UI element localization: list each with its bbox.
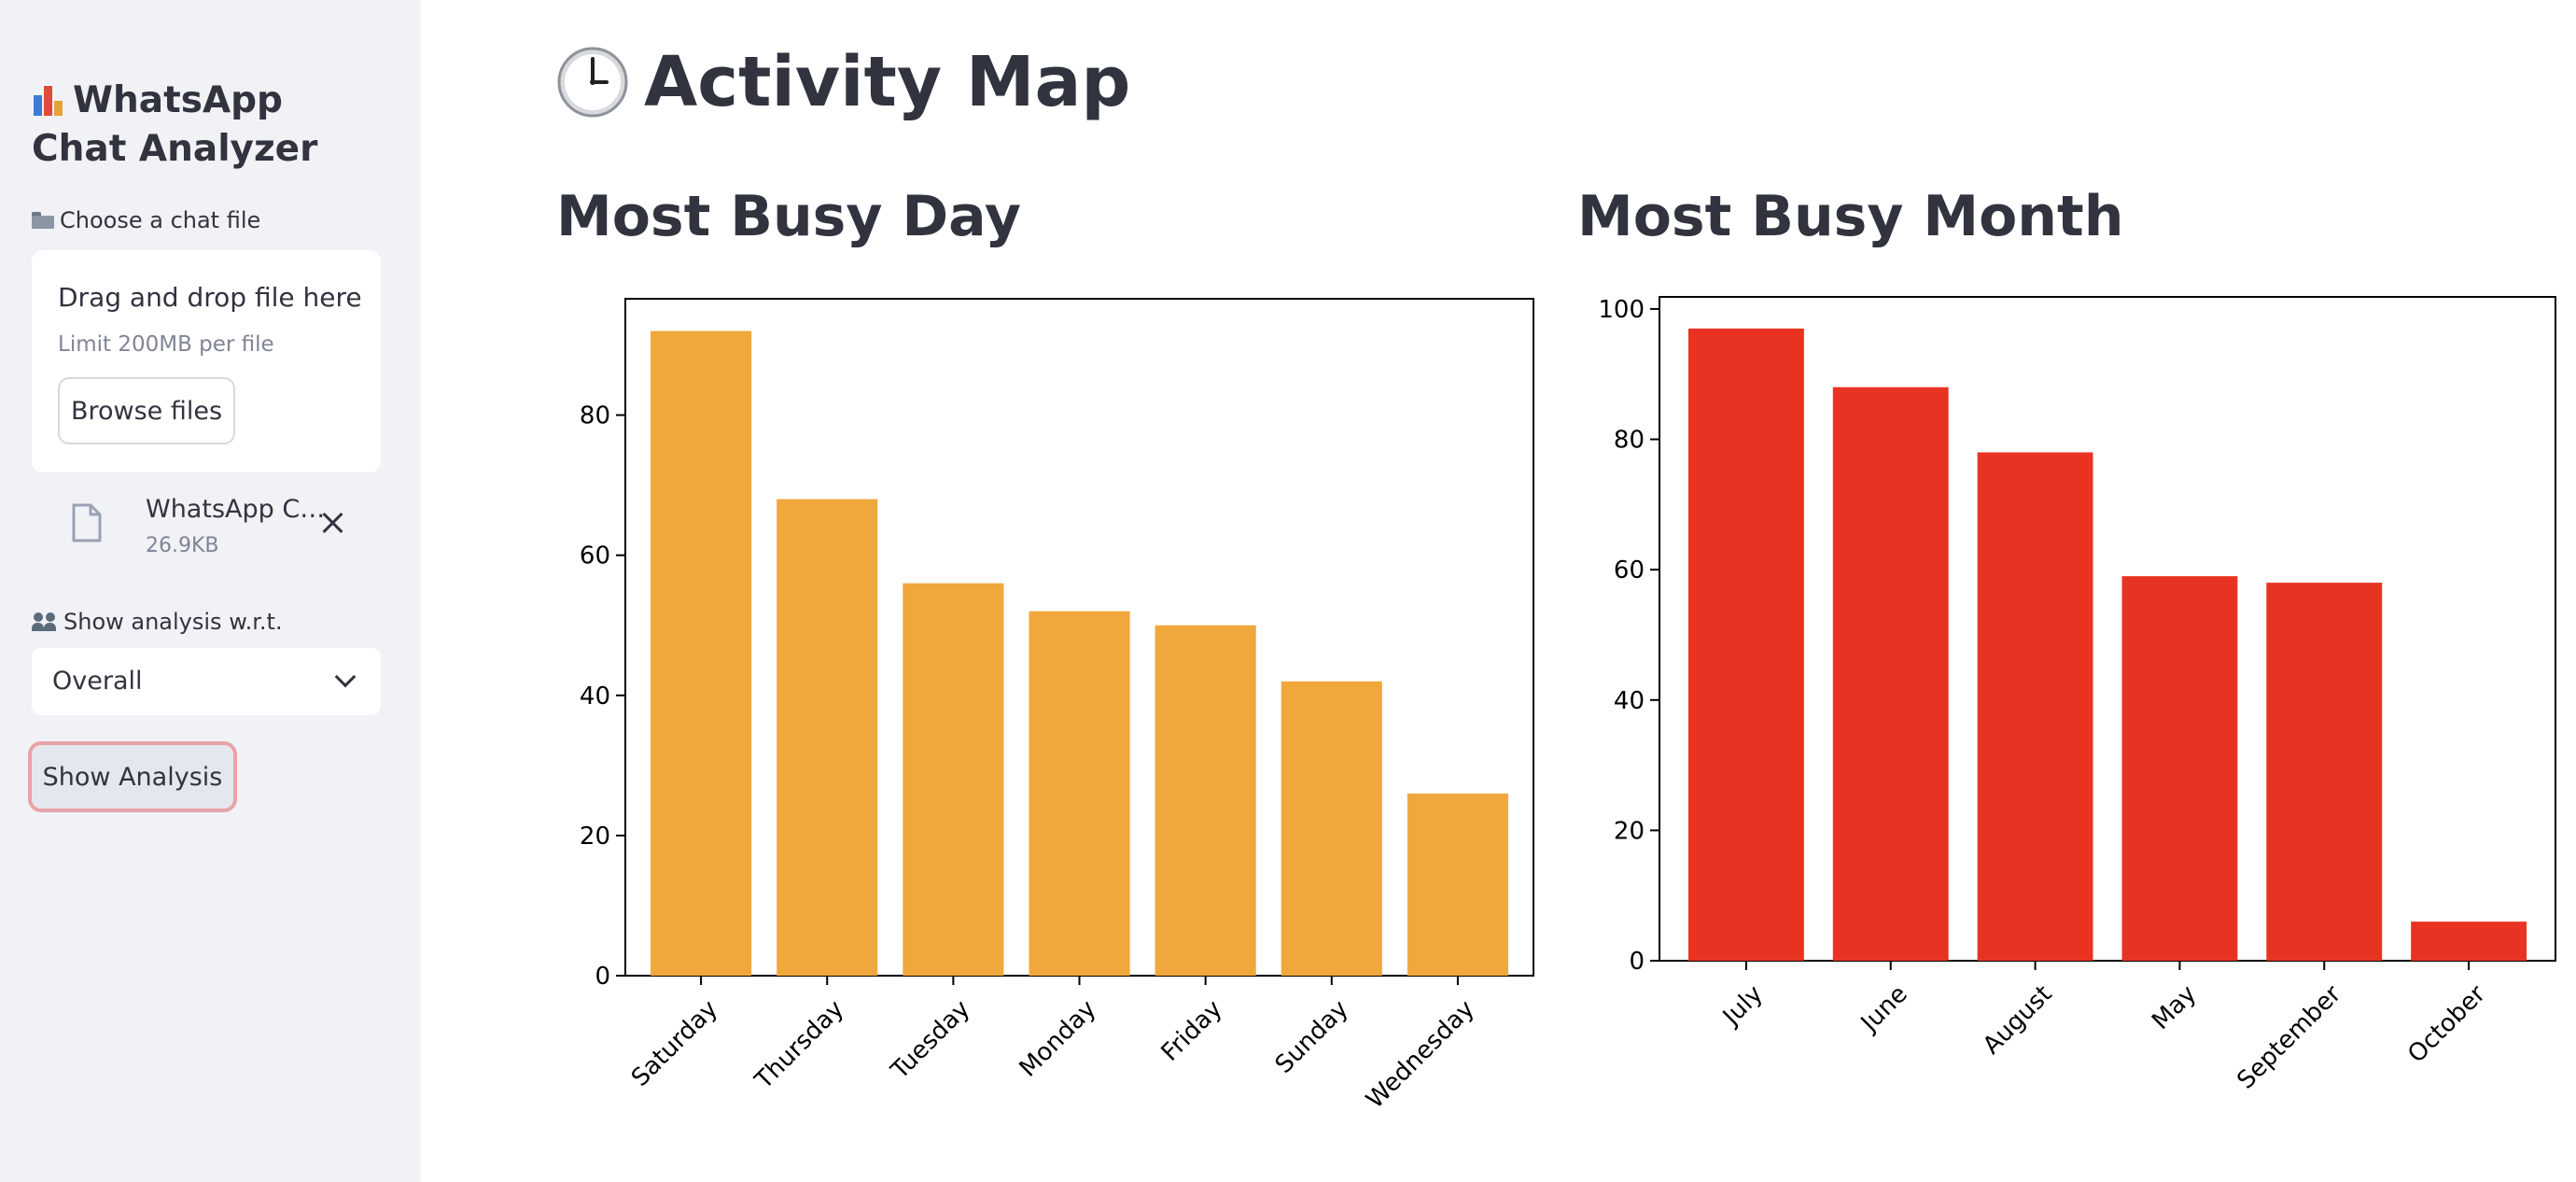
x-tick-label: September: [2232, 980, 2346, 1095]
bar-june: [1832, 387, 1949, 961]
uploaded-file-name: WhatsApp C…: [146, 495, 326, 524]
busy-day-title: Most Busy Day: [556, 184, 1021, 249]
select-value: Overall: [52, 667, 143, 696]
x-tick-label: Saturday: [626, 995, 723, 1092]
x-tick-label: July: [1716, 980, 1769, 1033]
x-tick-label: Sunday: [1270, 995, 1354, 1079]
sidebar: WhatsApp Chat Analyzer Choose a chat fil…: [0, 0, 421, 1182]
x-tick-label: May: [2147, 980, 2202, 1035]
show-analysis-button[interactable]: Show Analysis: [28, 741, 237, 812]
app-title: WhatsApp Chat Analyzer: [32, 77, 386, 174]
bar-tuesday: [903, 583, 1004, 976]
close-icon[interactable]: [319, 510, 345, 536]
bar-saturday: [651, 331, 752, 976]
busy-month-title: Most Busy Month: [1577, 184, 2124, 249]
select-label-text: Show analysis w.r.t.: [63, 609, 283, 635]
app-title-text: WhatsApp Chat Analyzer: [32, 79, 318, 170]
file-dropzone[interactable]: Drag and drop file here Limit 200MB per …: [32, 250, 381, 472]
uploaded-file-size: 26.9KB: [146, 534, 219, 557]
y-tick-label: 60: [580, 542, 610, 570]
analysis-user-select[interactable]: Overall: [32, 648, 381, 715]
upload-label: Choose a chat file: [32, 207, 260, 233]
chart-frame: [1659, 296, 2556, 962]
chevron-down-icon: [334, 666, 357, 688]
y-tick-label: 20: [580, 823, 610, 851]
bar-august: [1977, 452, 2093, 961]
people-icon: [32, 612, 58, 631]
x-tick-label: October: [2402, 980, 2491, 1069]
clock-icon: [557, 47, 628, 118]
bar-july: [1687, 328, 1804, 961]
dropzone-limit: Limit 200MB per file: [58, 332, 274, 357]
bar-thursday: [777, 499, 878, 976]
browse-files-button[interactable]: Browse files: [58, 377, 235, 444]
upload-label-text: Choose a chat file: [60, 207, 261, 233]
x-tick-label: Tuesday: [886, 995, 976, 1086]
bar-friday: [1155, 625, 1256, 976]
y-tick-label: 0: [595, 963, 610, 991]
file-folder-icon: [32, 212, 54, 229]
x-tick-label: Monday: [1015, 995, 1102, 1083]
bar-chart-icon: [32, 82, 65, 116]
y-tick-label: 40: [1614, 687, 1645, 715]
bar-wednesday: [1407, 793, 1508, 976]
y-tick-label: 40: [580, 682, 610, 711]
dropzone-title: Drag and drop file here: [58, 282, 362, 313]
y-tick-label: 80: [580, 402, 610, 430]
bar-monday: [1029, 611, 1130, 976]
uploaded-file-item: WhatsApp C… 26.9KB: [32, 485, 381, 570]
page-title: Activity Map: [556, 35, 1130, 129]
bar-october: [2411, 922, 2527, 961]
busy-month-chart: 0 20 40 60 80 100 July June August May September Oc…: [1598, 296, 2556, 1095]
y-tick-label: 80: [1614, 427, 1645, 455]
x-tick-label: Friday: [1156, 995, 1228, 1067]
file-icon: [72, 503, 102, 542]
bar-sunday: [1281, 681, 1382, 976]
y-tick-label: 60: [1614, 556, 1645, 584]
bar-september: [2266, 583, 2383, 961]
y-tick-label: 20: [1614, 817, 1645, 845]
bar-may: [2121, 576, 2238, 961]
select-label: Show analysis w.r.t.: [32, 609, 283, 635]
x-tick-label: August: [1978, 980, 2058, 1061]
x-tick-label: Wednesday: [1361, 995, 1480, 1115]
y-tick-label: 100: [1598, 296, 1645, 324]
busy-day-chart: 0 20 40 60 80 Saturday Thursday Tuesday Monday Fr…: [580, 298, 1534, 1115]
page-title-text: Activity Map: [644, 42, 1131, 122]
x-tick-label: Thursday: [749, 995, 849, 1095]
x-tick-label: June: [1855, 980, 1913, 1039]
y-tick-label: 0: [1629, 948, 1645, 976]
